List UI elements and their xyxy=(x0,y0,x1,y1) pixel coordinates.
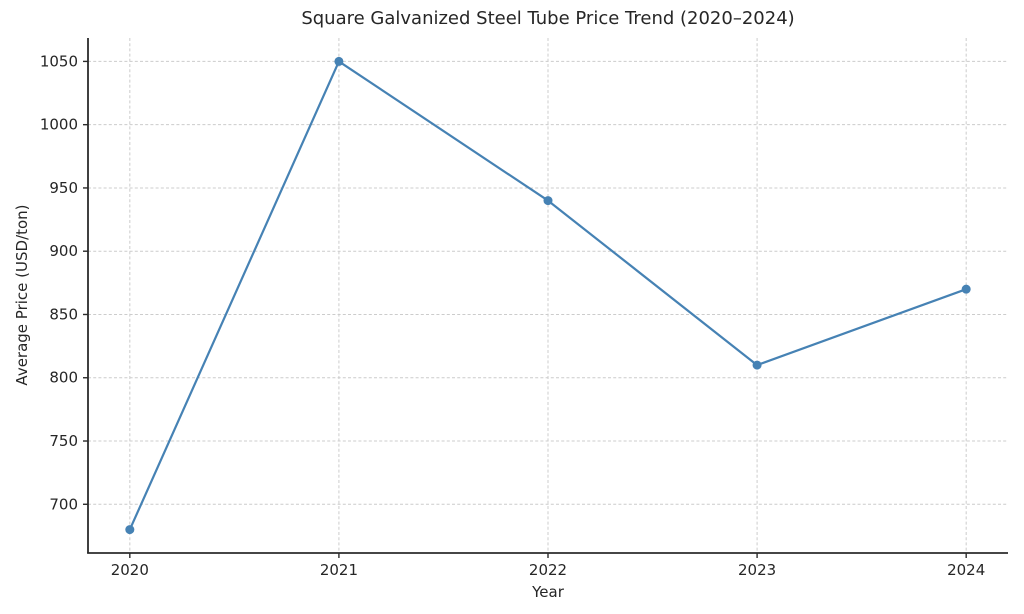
x-tick-label: 2023 xyxy=(738,561,776,579)
data-point xyxy=(334,56,344,66)
x-axis-label: Year xyxy=(532,583,564,601)
y-tick-label: 1000 xyxy=(40,116,78,134)
data-point xyxy=(125,525,135,535)
data-point xyxy=(961,284,971,294)
x-tick-label: 2022 xyxy=(529,561,567,579)
x-tick-label: 2021 xyxy=(320,561,358,579)
y-tick-label: 900 xyxy=(49,242,78,260)
y-tick-label: 850 xyxy=(49,305,78,323)
y-tick-label: 750 xyxy=(49,432,78,450)
y-axis-label: Average Price (USD/ton) xyxy=(13,204,31,386)
x-tick-label: 2024 xyxy=(947,561,985,579)
chart-title: Square Galvanized Steel Tube Price Trend… xyxy=(301,8,795,29)
y-tick-label: 800 xyxy=(49,369,78,387)
data-point xyxy=(752,360,762,370)
y-tick-label: 1050 xyxy=(40,52,78,70)
y-tick-label: 950 xyxy=(49,179,78,197)
data-point xyxy=(543,196,553,206)
x-tick-label: 2020 xyxy=(111,561,149,579)
y-tick-label: 700 xyxy=(49,495,78,513)
